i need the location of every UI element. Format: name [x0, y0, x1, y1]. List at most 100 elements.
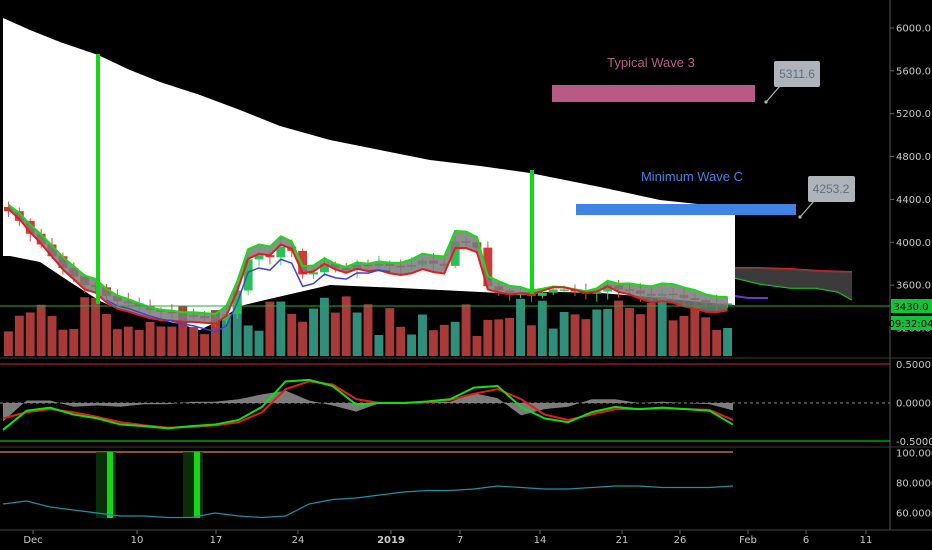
index-tick-label: 60.0000 [896, 509, 932, 520]
volume-bar [211, 310, 220, 356]
volume-bar [494, 319, 504, 356]
volume-bar [341, 296, 351, 356]
volume-bar [635, 314, 645, 356]
price-tick-label: 4800.0 [896, 152, 931, 163]
volume-bar [112, 329, 122, 356]
volume-bars [4, 296, 732, 356]
price-tick-label: 5200.0 [896, 109, 931, 120]
date-axis[interactable]: Dec 10 17 24 2019 7 14 21 26 Feb 6 11 [23, 530, 872, 546]
volume-bar [80, 297, 90, 356]
date-tick-label: Feb [739, 535, 757, 546]
volume-bar [4, 331, 13, 356]
candle-body [319, 263, 329, 273]
volume-bar [646, 302, 656, 356]
volume-bar [330, 312, 340, 356]
volume-bar [167, 326, 177, 356]
volume-bar [352, 312, 362, 356]
date-tick-label: 21 [616, 535, 629, 546]
volume-bar [123, 326, 133, 356]
volume-bar [232, 302, 242, 356]
volume-bar [526, 325, 536, 356]
date-tick-label: 2019 [377, 535, 405, 546]
volume-bar [265, 301, 275, 356]
volume-bar [309, 308, 318, 356]
countdown-tag: 09:32:04 [889, 316, 932, 330]
volume-bar [603, 308, 613, 356]
wave3-callout[interactable]: 5311.6 [764, 61, 820, 104]
volume-bar [69, 328, 79, 356]
volume-bar [516, 298, 525, 356]
volume-bar [178, 305, 188, 356]
volume-bar [276, 301, 286, 356]
date-tick-label: 14 [534, 535, 547, 546]
signal-bar [96, 54, 100, 304]
oscillator-tick-label: -0.5000 [896, 437, 932, 448]
wavec-target-band [576, 204, 796, 215]
volume-bar [418, 314, 427, 356]
oscillator-pane[interactable]: 0.5000 0.0000 -0.5000 [0, 360, 932, 448]
volume-bar [472, 335, 482, 356]
signal-bar [530, 170, 534, 294]
index-tick-label: 80.0000 [896, 479, 932, 490]
wave3-target-band [552, 85, 755, 102]
blue-trend-line [106, 258, 390, 333]
wavec-callout[interactable]: 4253.2 [798, 176, 855, 219]
volume-bar [548, 328, 558, 356]
volume-bar [581, 319, 591, 356]
volume-bar [91, 297, 101, 356]
volume-bar [537, 300, 547, 356]
oscillator-green-line [2, 378, 734, 431]
volume-bar [657, 297, 667, 356]
price-tick-label: 4000.0 [896, 238, 931, 249]
volume-bar [712, 329, 722, 356]
oscillator-axis[interactable]: 0.5000 0.0000 -0.5000 [896, 360, 932, 448]
wave3-value: 5311.6 [779, 67, 815, 81]
price-tick-label: 5600.0 [896, 66, 931, 77]
green-trend-line [7, 203, 728, 315]
volume-bar [614, 300, 624, 356]
volume-bar [58, 329, 68, 356]
volume-bar [254, 330, 264, 356]
candle-body [537, 292, 547, 296]
volume-bar [625, 307, 634, 356]
date-tick-label: 7 [457, 535, 463, 546]
price-tick-label: 3600.0 [896, 281, 931, 292]
candle-body [548, 289, 558, 293]
price-tick-label: 4400.0 [896, 195, 931, 206]
volume-bar [505, 317, 515, 356]
volume-bar [439, 324, 449, 356]
date-tick-label: 24 [292, 535, 305, 546]
price-tick-label: 6000.0 [896, 24, 931, 35]
volume-bar [450, 321, 460, 356]
index-tick-label: 100.0000 [896, 449, 932, 460]
current-price-tag: 3430.0 [891, 299, 932, 313]
volume-bar [374, 335, 384, 356]
candle-body [298, 250, 308, 275]
wavec-value: 4253.2 [813, 182, 850, 196]
date-tick-label: 17 [210, 535, 223, 546]
volume-bar [36, 304, 46, 356]
candle-body [221, 314, 231, 321]
volume-bar [14, 315, 24, 356]
candle-body [254, 255, 264, 260]
volume-bar [428, 330, 438, 356]
price-pane[interactable]: Typical Wave 3 Minimum Wave C 5311.6 425… [0, 18, 890, 356]
index-axis[interactable]: 100.0000 80.0000 60.0000 [896, 449, 932, 520]
oscillator-tick-label: 0.0000 [896, 399, 931, 410]
volume-bar [102, 313, 111, 356]
volume-bar [47, 316, 57, 356]
index-pane[interactable]: 100.0000 80.0000 60.0000 [0, 449, 932, 520]
volume-bar [298, 321, 308, 356]
volume-bar [189, 327, 199, 356]
candle-body [450, 241, 460, 266]
volume-bar [592, 309, 602, 356]
projected-purple-line [734, 295, 768, 299]
volume-bar [668, 320, 678, 356]
date-tick-label: 6 [803, 535, 809, 546]
volume-bar [407, 334, 417, 356]
wavec-label: Minimum Wave C [641, 169, 743, 184]
countdown-text: 09:32:04 [889, 319, 932, 330]
white-wedge-area [3, 18, 735, 330]
volume-bar [690, 307, 700, 356]
